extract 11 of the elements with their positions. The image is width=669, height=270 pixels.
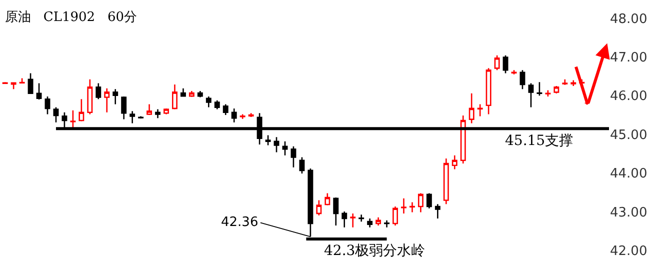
annotation: 42.36 <box>221 215 258 230</box>
y-tick-label: 44.00 <box>610 166 648 182</box>
y-tick-label: 45.00 <box>610 128 648 143</box>
text: 原油 CL1902 60分 <box>5 10 137 25</box>
y-tick-label: 48.00 <box>610 12 648 27</box>
ref-line-label: 45.15支撑 <box>505 133 574 149</box>
y-tick-label: 47.00 <box>610 50 648 66</box>
y-tick-label: 43.00 <box>610 205 648 220</box>
y-tick-label: 46.00 <box>610 89 648 104</box>
ref-line-label: 42.3极弱分水岭 <box>324 243 426 259</box>
y-tick-label: 42.00 <box>610 244 648 260</box>
